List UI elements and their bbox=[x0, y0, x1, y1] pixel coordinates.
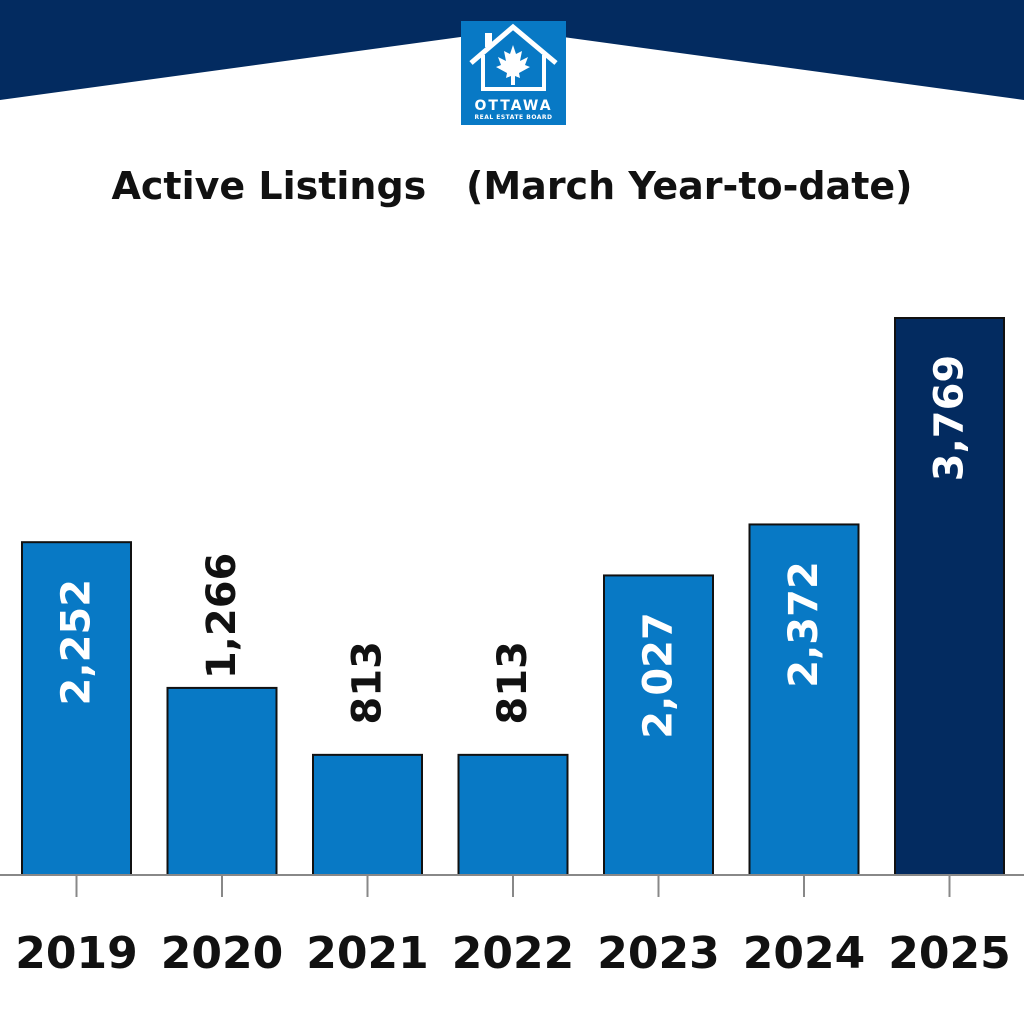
house-maple-leaf-icon bbox=[469, 23, 558, 91]
header-banner bbox=[0, 0, 1024, 100]
data-label-2025: 3,769 bbox=[927, 355, 973, 482]
ottawa-real-estate-board-logo: OTTAWA REAL ESTATE BOARD bbox=[461, 21, 566, 125]
bar-2021 bbox=[312, 753, 423, 876]
x-tick-label-2025: 2025 bbox=[888, 928, 1010, 979]
bar-2020 bbox=[166, 686, 278, 876]
data-label-2019: 2,252 bbox=[54, 579, 100, 706]
data-label-2020: 1,266 bbox=[199, 553, 245, 680]
bar-2025 bbox=[894, 317, 1005, 876]
x-tick-label-2023: 2023 bbox=[597, 928, 719, 979]
x-tick-label-2022: 2022 bbox=[452, 928, 574, 979]
bars-layer bbox=[21, 317, 1005, 876]
bar-2022 bbox=[457, 753, 569, 876]
data-label-2023: 2,027 bbox=[636, 612, 682, 739]
x-tick-label-2024: 2024 bbox=[743, 928, 865, 979]
ticks-layer bbox=[75, 875, 951, 897]
x-tick-label-2020: 2020 bbox=[161, 928, 283, 979]
data-label-2021: 813 bbox=[345, 641, 391, 725]
data-label-2024: 2,372 bbox=[781, 561, 827, 688]
labels-layer: 2019 2,252 2020 1,266 2021 813 2022 813 2023 2,02… bbox=[15, 355, 1010, 979]
x-tick-label-2021: 2021 bbox=[306, 928, 428, 979]
chart-title: Active Listings (March Year-to-date) bbox=[111, 164, 913, 208]
logo-org-text: REAL ESTATE BOARD bbox=[474, 114, 553, 121]
x-tick-label-2019: 2019 bbox=[15, 928, 137, 979]
data-label-2022: 813 bbox=[490, 641, 536, 725]
bar-2024 bbox=[748, 523, 860, 876]
logo-city-text: OTTAWA bbox=[474, 98, 553, 114]
